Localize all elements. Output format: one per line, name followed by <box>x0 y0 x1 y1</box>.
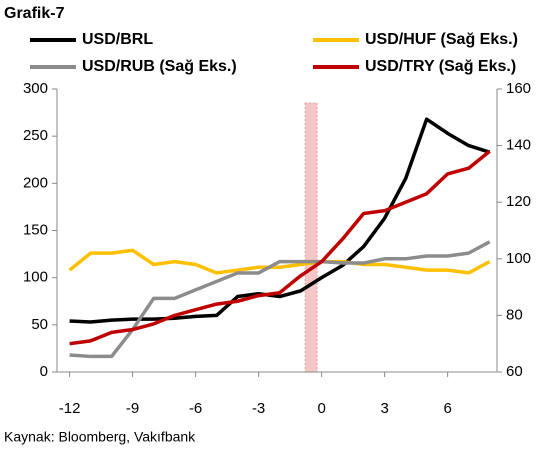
legend-label: USD/RUB (Sağ Eks.) <box>82 58 237 75</box>
y-tick-label: 200 <box>23 174 48 191</box>
x-tick-label: -6 <box>189 400 202 417</box>
y2-tick-label: 80 <box>506 306 523 323</box>
x-tick-label: -12 <box>59 400 81 417</box>
y2-tick-label: 60 <box>506 363 523 380</box>
y2-tick-label: 120 <box>506 193 531 210</box>
y2-tick-label: 160 <box>506 80 531 97</box>
y2-tick-label: 100 <box>506 250 531 267</box>
y-tick-label: 0 <box>40 363 48 380</box>
highlight-band <box>304 102 318 373</box>
x-tick-label: 0 <box>317 400 325 417</box>
legend-label: USD/HUF (Sağ Eks.) <box>365 31 518 48</box>
x-tick-label: -9 <box>126 400 139 417</box>
chart-title: Grafik-7 <box>4 5 65 22</box>
y-tick-label: 150 <box>23 221 48 238</box>
x-tick-label: 6 <box>443 400 451 417</box>
series-line <box>69 240 491 359</box>
x-tick-label: -3 <box>252 400 265 417</box>
series-line <box>68 248 491 275</box>
y-tick-label: 50 <box>31 316 48 333</box>
legend-label: USD/TRY (Sağ Eks.) <box>365 58 516 75</box>
x-tick-label: 3 <box>380 400 388 417</box>
y-tick-label: 250 <box>23 127 48 144</box>
y2-tick-label: 140 <box>506 137 531 154</box>
series-line <box>69 149 491 346</box>
legend-label: USD/BRL <box>82 31 153 48</box>
y-tick-label: 300 <box>23 80 48 97</box>
source: Kaynak: Bloomberg, Vakıfbank <box>4 429 196 445</box>
y-tick-label: 100 <box>23 269 48 286</box>
